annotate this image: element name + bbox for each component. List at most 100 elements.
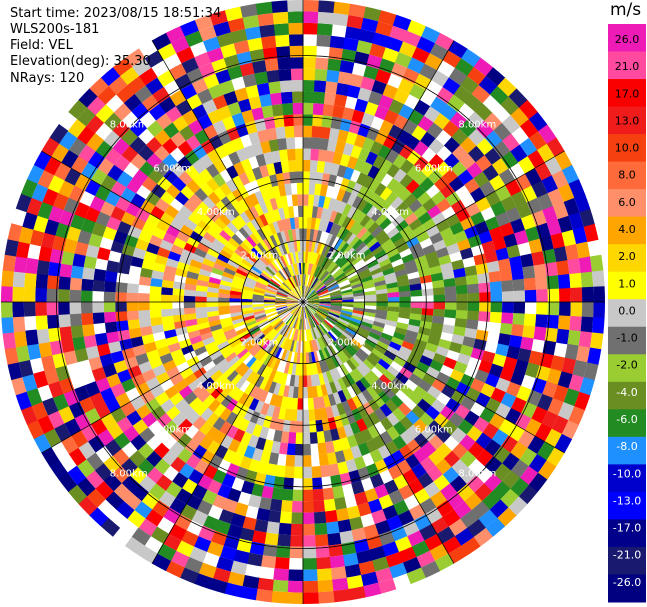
velocity-gate <box>435 246 450 259</box>
velocity-gate <box>446 94 465 112</box>
velocity-gate <box>275 302 287 305</box>
velocity-gate <box>557 274 571 290</box>
velocity-gate <box>371 324 384 333</box>
velocity-gate <box>299 239 304 252</box>
velocity-gate <box>248 192 260 206</box>
velocity-gate <box>572 360 588 378</box>
velocity-gate <box>351 285 364 292</box>
velocity-gate <box>276 219 285 233</box>
velocity-gate <box>421 288 434 296</box>
velocity-gate <box>302 546 317 559</box>
velocity-gate <box>220 434 234 449</box>
velocity-gate <box>187 378 202 392</box>
velocity-gate <box>64 167 82 186</box>
velocity-gate <box>113 230 128 244</box>
velocity-gate <box>324 277 335 286</box>
velocity-gate <box>378 94 394 110</box>
velocity-gate <box>259 24 276 38</box>
velocity-gate <box>379 159 394 174</box>
velocity-gate <box>550 355 565 372</box>
velocity-gate <box>278 286 290 294</box>
velocity-gate <box>47 174 65 194</box>
velocity-gate <box>569 316 582 332</box>
velocity-gate <box>74 173 92 191</box>
velocity-gate <box>542 381 558 399</box>
velocity-gate <box>94 332 109 346</box>
velocity-gate <box>576 241 591 259</box>
velocity-gate <box>326 69 340 83</box>
velocity-gate <box>174 398 189 413</box>
velocity-gate <box>300 318 303 330</box>
velocity-gate <box>302 375 308 387</box>
velocity-gate <box>193 535 212 552</box>
velocity-gate <box>296 262 301 275</box>
velocity-gate <box>375 213 388 226</box>
velocity-gate <box>266 311 278 318</box>
velocity-gate <box>578 331 592 349</box>
velocity-gate <box>84 407 101 425</box>
velocity-gate <box>194 51 212 68</box>
velocity-gate <box>387 381 401 395</box>
velocity-gate <box>377 234 391 246</box>
velocity-gate <box>104 397 121 414</box>
velocity-gate <box>77 229 92 245</box>
velocity-gate <box>341 400 352 414</box>
velocity-gate <box>397 402 412 417</box>
velocity-gate <box>314 183 322 196</box>
velocity-gate <box>378 58 396 74</box>
velocity-gate <box>199 435 214 450</box>
velocity-gate <box>287 253 293 265</box>
velocity-gate <box>289 316 296 327</box>
velocity-gate <box>184 556 203 574</box>
velocity-gate <box>286 297 299 301</box>
velocity-gate <box>286 443 296 456</box>
velocity-gate <box>426 122 444 139</box>
velocity-gate <box>541 175 559 194</box>
velocity-gate <box>510 324 524 338</box>
velocity-gate <box>506 244 521 259</box>
velocity-gate <box>78 496 98 516</box>
velocity-gate <box>360 275 373 283</box>
velocity-gate <box>564 243 579 261</box>
velocity-gate <box>244 469 258 484</box>
velocity-gate <box>245 340 257 352</box>
velocity-gate <box>287 296 299 301</box>
velocity-gate <box>313 350 320 363</box>
velocity-gate <box>514 229 529 245</box>
velocity-gate <box>342 302 354 305</box>
velocity-gate <box>353 307 365 312</box>
velocity-gate <box>286 350 293 363</box>
velocity-gate <box>358 268 371 277</box>
velocity-gate <box>373 196 386 210</box>
velocity-gate <box>222 271 235 280</box>
velocity-gate <box>292 489 303 502</box>
velocity-gate <box>170 162 186 178</box>
velocity-gate <box>169 391 184 406</box>
velocity-gate <box>15 193 32 213</box>
velocity-gate <box>232 389 245 402</box>
velocity-gate <box>385 440 400 455</box>
velocity-gate <box>139 160 156 177</box>
velocity-gate <box>340 312 352 318</box>
velocity-gate <box>178 205 193 219</box>
velocity-gate <box>380 262 394 272</box>
velocity-gate <box>145 397 161 413</box>
velocity-gate <box>97 85 117 105</box>
velocity-gate <box>326 452 338 465</box>
velocity-gate <box>281 267 290 279</box>
velocity-gate <box>125 48 146 67</box>
velocity-gate <box>221 473 236 488</box>
velocity-gate <box>22 211 38 230</box>
velocity-gate <box>26 387 43 407</box>
velocity-gate <box>59 130 78 150</box>
velocity-gate <box>23 286 36 302</box>
range-ring-label: 4.00km <box>197 381 235 392</box>
velocity-gate <box>145 509 164 527</box>
velocity-gate <box>339 242 350 254</box>
velocity-gate <box>307 302 320 305</box>
colorbar-swatch <box>608 79 646 108</box>
velocity-gate <box>295 274 300 287</box>
velocity-gate <box>132 344 147 357</box>
velocity-gate <box>154 391 170 406</box>
